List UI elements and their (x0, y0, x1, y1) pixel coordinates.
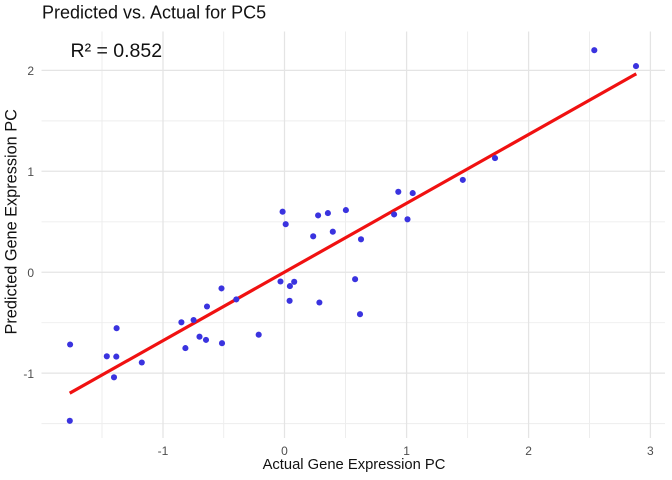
svg-text:0: 0 (281, 444, 288, 458)
svg-text:-1: -1 (23, 367, 34, 381)
svg-text:-1: -1 (158, 444, 169, 458)
svg-text:2: 2 (27, 64, 34, 78)
svg-text:Actual Gene Expression PC: Actual Gene Expression PC (263, 457, 446, 473)
svg-text:1: 1 (403, 444, 410, 458)
svg-text:0: 0 (27, 266, 34, 280)
svg-text:2: 2 (525, 444, 532, 458)
svg-text:Predicted vs. Actual for PC5: Predicted vs. Actual for PC5 (42, 3, 266, 23)
svg-text:Predicted Gene Expression PC: Predicted Gene Expression PC (3, 109, 21, 335)
svg-text:3: 3 (647, 444, 654, 458)
svg-text:1: 1 (27, 165, 34, 179)
svg-text:R² = 0.852: R² = 0.852 (71, 40, 163, 62)
